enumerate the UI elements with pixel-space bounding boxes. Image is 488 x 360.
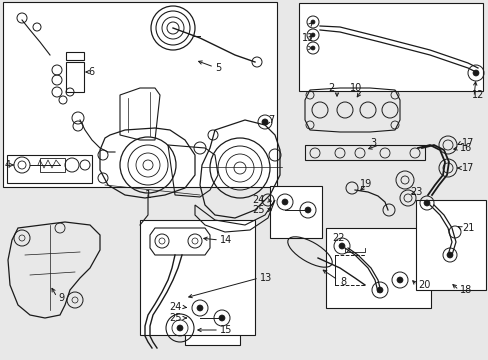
Text: 25: 25: [252, 205, 264, 215]
Text: 11: 11: [302, 33, 314, 43]
Circle shape: [310, 20, 314, 24]
Text: 17: 17: [461, 163, 473, 173]
Bar: [66, 62, 84, 92]
Bar: [66, 52, 84, 60]
Bar: [40, 158, 65, 172]
Circle shape: [197, 305, 203, 311]
Text: 6: 6: [88, 67, 94, 77]
Text: 24: 24: [252, 195, 264, 205]
Bar: [7, 155, 92, 183]
Bar: [140, 220, 254, 335]
Text: 9: 9: [58, 293, 64, 303]
Bar: [298, 3, 482, 91]
Text: 23: 23: [409, 187, 422, 197]
Text: 14: 14: [220, 235, 232, 245]
Text: 21: 21: [461, 223, 473, 233]
Bar: [325, 228, 430, 308]
Text: 19: 19: [359, 179, 371, 189]
Text: 22: 22: [331, 233, 344, 243]
Text: 24: 24: [169, 302, 182, 312]
Text: 2: 2: [327, 83, 334, 93]
Text: 8: 8: [339, 277, 346, 287]
Text: 20: 20: [417, 280, 429, 290]
Circle shape: [423, 200, 429, 206]
Circle shape: [396, 277, 402, 283]
Text: 7: 7: [267, 115, 274, 125]
Bar: [184, 290, 240, 345]
Bar: [3, 2, 276, 187]
Circle shape: [446, 252, 452, 258]
Circle shape: [376, 287, 382, 293]
Circle shape: [472, 70, 478, 76]
Bar: [415, 200, 485, 290]
Text: 18: 18: [459, 285, 471, 295]
Text: 16: 16: [459, 143, 471, 153]
Circle shape: [262, 119, 267, 125]
Text: 12: 12: [471, 90, 484, 100]
Text: 25: 25: [169, 313, 182, 323]
Text: 15: 15: [220, 325, 232, 335]
Text: 3: 3: [369, 138, 375, 148]
Text: 10: 10: [349, 83, 362, 93]
Text: 17: 17: [461, 138, 473, 148]
Circle shape: [219, 315, 224, 321]
Text: 13: 13: [260, 273, 272, 283]
Text: 5: 5: [215, 63, 221, 73]
Text: 4: 4: [5, 160, 11, 170]
Circle shape: [310, 33, 314, 37]
Circle shape: [338, 243, 345, 249]
Circle shape: [305, 207, 310, 213]
Circle shape: [282, 199, 287, 205]
Text: 1: 1: [144, 190, 151, 200]
Bar: [269, 186, 321, 238]
Circle shape: [177, 325, 183, 331]
Circle shape: [310, 46, 314, 50]
